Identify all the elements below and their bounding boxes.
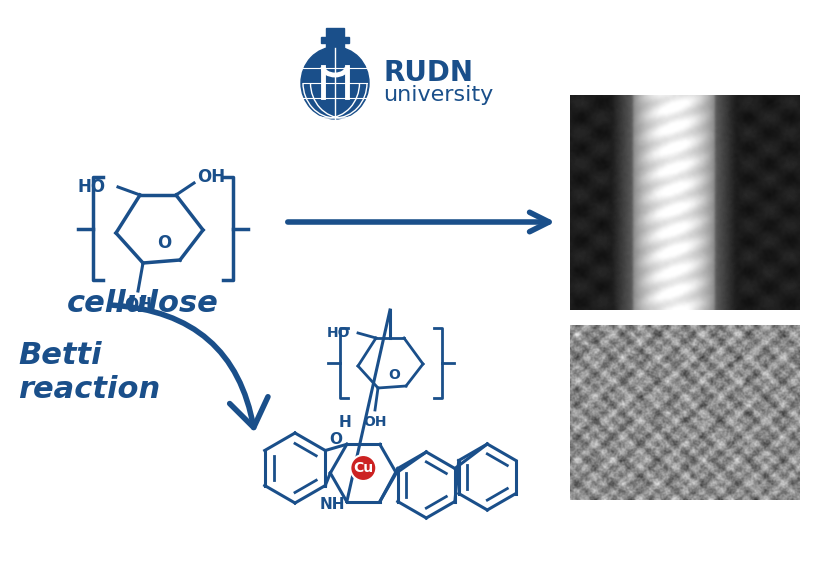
Text: O: O bbox=[157, 234, 171, 252]
Text: H: H bbox=[339, 415, 351, 430]
Text: O: O bbox=[329, 432, 342, 447]
Text: OH: OH bbox=[197, 168, 225, 186]
Text: NH: NH bbox=[319, 497, 344, 512]
Text: HO: HO bbox=[326, 326, 349, 340]
Text: OH: OH bbox=[364, 415, 387, 429]
Text: reaction: reaction bbox=[18, 375, 161, 404]
Text: HO: HO bbox=[78, 178, 106, 196]
Text: OH: OH bbox=[124, 296, 152, 314]
Ellipse shape bbox=[301, 47, 369, 119]
Text: O: O bbox=[389, 368, 400, 382]
Text: Betti: Betti bbox=[18, 340, 102, 369]
FancyArrowPatch shape bbox=[113, 305, 268, 427]
Text: RUDN: RUDN bbox=[383, 59, 473, 87]
Text: cellulose: cellulose bbox=[67, 288, 219, 317]
Bar bbox=[326, 28, 344, 48]
Text: university: university bbox=[383, 85, 493, 105]
Text: Cu: Cu bbox=[354, 461, 374, 475]
Circle shape bbox=[350, 455, 376, 481]
Bar bbox=[321, 37, 349, 43]
